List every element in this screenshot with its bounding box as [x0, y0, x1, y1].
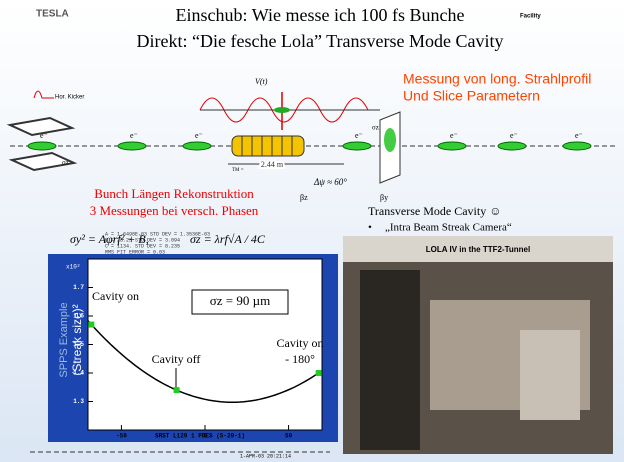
reconstruction-line: Bunch Längen Rekonstruktion	[94, 186, 254, 201]
electron-label: e⁻	[450, 131, 458, 140]
side-label: SPPS Example	[58, 302, 70, 377]
y-tick-label: 1.3	[73, 398, 84, 405]
data-point	[88, 322, 94, 328]
data-point	[174, 387, 180, 393]
cavity-bullet: „Intra Beam Streak Camera“	[385, 222, 512, 234]
bunch	[438, 142, 466, 150]
x-tick-label: 50	[285, 433, 293, 440]
electron-label: e⁻	[355, 131, 363, 140]
reconstruction-line: 3 Messungen bei versch. Phasen	[90, 203, 259, 218]
x-tick-label: -50	[116, 433, 127, 440]
voltage-label: V(t)	[255, 77, 268, 86]
length-label: 2.44 m	[261, 160, 284, 169]
annotation: - 180°	[285, 352, 315, 366]
exponent: x10²	[66, 264, 80, 271]
sigma-label: σz	[62, 159, 69, 167]
electron-label: e⁻	[510, 131, 518, 140]
photo-detail	[360, 270, 420, 450]
kicker-label: Hor. Kicker	[55, 95, 84, 101]
electron-label: e⁻	[130, 131, 138, 140]
phase-label: Δψ ≈ 60°	[313, 177, 347, 187]
electron-label: e⁻	[195, 131, 203, 140]
cavity	[232, 136, 304, 156]
page: {"header":{"logo":"TESLA","facility":"Fa…	[0, 0, 624, 462]
bunch	[563, 142, 591, 150]
cavity-title: Transverse Mode Cavity ☺	[368, 204, 501, 218]
screen-spot	[384, 128, 396, 152]
fit-line: RMS FIT ERROR = 0.03	[105, 249, 165, 255]
facility: Facility	[520, 14, 541, 20]
bunch	[343, 142, 371, 150]
bunch	[28, 142, 56, 150]
photo-detail	[520, 330, 580, 420]
bunch	[118, 142, 146, 150]
logo: TESLA	[36, 9, 69, 20]
measurement-line: Messung von long. Strahlprofil	[403, 71, 591, 87]
photo-caption: LOLA IV in the TTF2-Tunnel	[426, 245, 530, 254]
cavity-bullet-dot: •	[368, 222, 372, 234]
slide: TESLA Facility Einschub: Wie messe ich 1…	[0, 0, 624, 462]
x-tick-label: 0	[203, 433, 207, 440]
bunch	[498, 142, 526, 150]
subtitle: Direkt: “Die fesche Lola” Transverse Mod…	[137, 31, 504, 51]
measurement-line: Und Slice Parametern	[403, 88, 540, 104]
beta-label: βz	[300, 193, 308, 202]
rf-bunch	[274, 107, 290, 113]
sigma-box-text: σz = 90 µm	[210, 293, 270, 308]
y-tick-label: 1.6	[73, 313, 84, 320]
electron-label: e⁻	[40, 131, 48, 140]
y-tick-label: 1.4	[73, 370, 84, 377]
annotation: Cavity off	[152, 352, 201, 366]
annotation: Cavity on	[92, 289, 139, 303]
y-tick-label: 1.7	[73, 284, 84, 291]
x-axis-label: SRST L129 1 PDES (S-29-1)	[155, 433, 245, 440]
electron-label: e⁻	[575, 131, 583, 140]
bunch	[183, 142, 211, 150]
timestamp: 1-APR-03 20:21:14	[240, 453, 291, 459]
title: Einschub: Wie messe ich 100 fs Bunche	[176, 5, 465, 25]
sigma-label: σz	[372, 124, 379, 132]
annotation: Cavity on	[277, 336, 324, 350]
beta-label: βy	[380, 193, 388, 202]
y-tick-label: 1.5	[73, 341, 84, 348]
tm-label: TM =	[232, 168, 244, 173]
data-point	[316, 370, 322, 376]
